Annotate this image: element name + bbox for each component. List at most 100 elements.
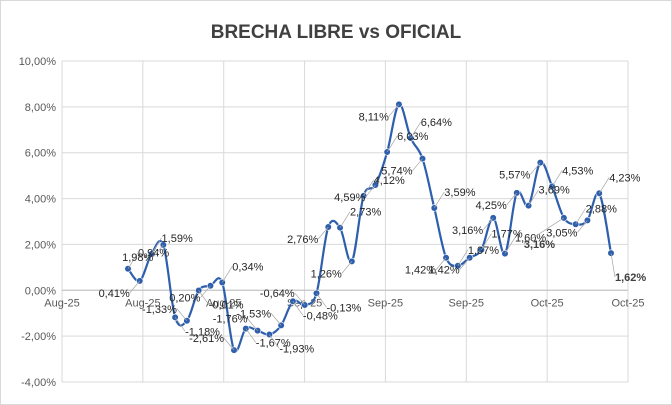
label-leader bbox=[316, 293, 327, 308]
y-tick-label: 8,00% bbox=[25, 102, 56, 114]
label-leader bbox=[528, 189, 539, 206]
data-label: -0,13% bbox=[326, 302, 361, 314]
label-leader bbox=[459, 257, 470, 270]
label-leader bbox=[551, 170, 563, 187]
data-label: 3,59% bbox=[444, 187, 475, 199]
data-label: 8,11% bbox=[359, 111, 390, 123]
label-leader bbox=[435, 257, 447, 270]
label-leader bbox=[292, 301, 304, 316]
x-tick-label: Sep-25 bbox=[449, 297, 484, 309]
data-label: -1,33% bbox=[142, 304, 177, 316]
data-label: 2,73% bbox=[350, 207, 381, 219]
label-leader bbox=[127, 252, 139, 269]
data-label: 5,74% bbox=[381, 166, 412, 178]
x-tick-label: Oct-25 bbox=[611, 297, 644, 309]
data-label: -1,67% bbox=[256, 338, 291, 350]
data-label: 6,64% bbox=[421, 117, 452, 129]
data-label: -0,64% bbox=[260, 288, 295, 300]
label-leader bbox=[176, 308, 188, 322]
label-leader bbox=[388, 104, 400, 117]
data-label: 1,59% bbox=[162, 233, 193, 245]
label-leader bbox=[174, 317, 186, 332]
data-label: -1,93% bbox=[279, 344, 314, 356]
label-leader bbox=[482, 217, 494, 231]
label-leader bbox=[247, 318, 258, 331]
data-label: 3,16% bbox=[524, 239, 555, 251]
label-leader bbox=[598, 177, 610, 194]
label-leader bbox=[221, 266, 233, 283]
data-label: 3,69% bbox=[539, 185, 570, 197]
data-label: -1,18% bbox=[185, 326, 220, 338]
label-leader bbox=[223, 337, 235, 351]
y-tick-label: -4,00% bbox=[21, 377, 56, 389]
label-leader bbox=[269, 334, 280, 349]
y-tick-label: 0,00% bbox=[25, 285, 56, 297]
label-leader bbox=[294, 292, 305, 306]
label-leader bbox=[270, 313, 282, 326]
label-leader bbox=[363, 179, 374, 197]
label-leader bbox=[153, 244, 164, 258]
data-label: 4,53% bbox=[562, 165, 593, 177]
series-line bbox=[127, 103, 613, 353]
y-tick-label: 6,00% bbox=[25, 148, 56, 160]
data-label: 5,57% bbox=[499, 170, 530, 182]
label-leader bbox=[530, 162, 541, 175]
x-tick-label: Aug-25 bbox=[206, 297, 241, 309]
y-tick-label: -2,00% bbox=[21, 331, 56, 343]
label-leader bbox=[365, 184, 376, 198]
data-label: -0,01% bbox=[209, 300, 244, 312]
x-tick-label: Aug-25 bbox=[44, 297, 79, 309]
data-label: 1,42% bbox=[405, 265, 436, 277]
data-label: 4,25% bbox=[476, 200, 507, 212]
label-leader bbox=[386, 135, 398, 153]
data-label: 2,76% bbox=[287, 234, 318, 246]
label-leader bbox=[339, 211, 351, 228]
data-label: 0,20% bbox=[169, 293, 200, 305]
label-leader bbox=[504, 237, 516, 254]
label-leader bbox=[198, 290, 209, 305]
label-leader bbox=[577, 220, 588, 233]
data-label: 3,16% bbox=[452, 225, 483, 237]
label-leader bbox=[523, 217, 565, 245]
data-label: 4,23% bbox=[609, 172, 640, 184]
label-leader bbox=[506, 192, 518, 206]
x-tick-label: Aug-25 bbox=[125, 297, 160, 309]
chart-title: BRECHA LIBRE vs OFICIAL bbox=[210, 22, 462, 43]
data-label: 1,26% bbox=[311, 268, 342, 280]
y-tick-label: 4,00% bbox=[25, 194, 56, 206]
data-label: 0,41% bbox=[99, 288, 130, 300]
data-label: -1,76% bbox=[213, 314, 248, 326]
y-tick-label: 2,00% bbox=[25, 239, 56, 251]
label-leader bbox=[410, 121, 422, 139]
label-leader bbox=[575, 208, 586, 225]
data-label: 1,98% bbox=[122, 252, 153, 264]
label-leader bbox=[200, 285, 211, 298]
data-label: -2,61% bbox=[189, 333, 224, 345]
data-label: 3,05% bbox=[546, 227, 577, 239]
x-tick-label: Sep-25 bbox=[368, 297, 403, 309]
label-leader bbox=[317, 226, 329, 240]
label-leader bbox=[433, 191, 445, 209]
data-label: -0,48% bbox=[303, 310, 338, 322]
data-label: 2,88% bbox=[586, 203, 617, 215]
data-label: 1,60% bbox=[515, 233, 546, 245]
label-leader bbox=[151, 237, 162, 255]
data-label: 4,59% bbox=[334, 192, 365, 204]
label-leader bbox=[129, 280, 141, 294]
data-label: 0,94% bbox=[138, 248, 169, 260]
data-label: 4,12% bbox=[374, 175, 405, 187]
data-label: 0,34% bbox=[232, 261, 263, 273]
label-leader bbox=[412, 158, 423, 171]
data-label: 1,62% bbox=[615, 272, 646, 284]
data-label: -1,53% bbox=[236, 308, 271, 320]
label-leader bbox=[481, 233, 492, 250]
data-label: 1,07% bbox=[468, 245, 499, 257]
data-label: 1,42% bbox=[428, 265, 459, 277]
label-leader bbox=[341, 261, 353, 274]
label-leader bbox=[457, 249, 469, 266]
label-leader bbox=[610, 253, 616, 278]
x-tick-label: Oct-25 bbox=[531, 297, 564, 309]
y-tick-label: 10,00% bbox=[19, 56, 57, 68]
